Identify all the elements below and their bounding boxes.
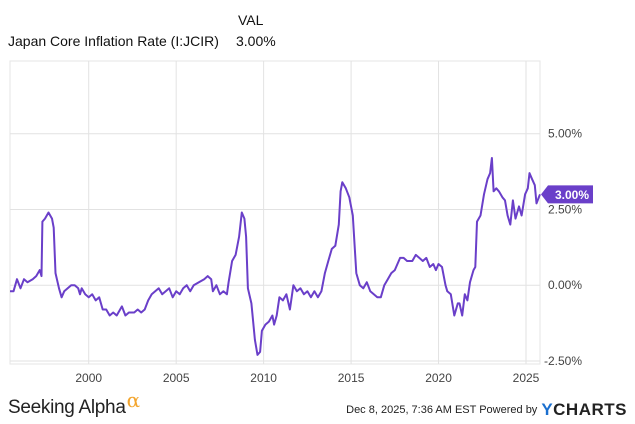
timestamp: Dec 8, 2025, 7:36 AM EST Powered by (346, 404, 538, 416)
seeking-alpha-wordmark: Seeking Alpha (8, 397, 126, 418)
series-group (10, 157, 541, 356)
legend-series-name: Japan Core Inflation Rate (I:JCIR) (8, 33, 219, 49)
grid-lines (10, 61, 540, 364)
alpha-symbol-icon: α (126, 388, 141, 412)
legend-series-value: 3.00% (236, 33, 276, 49)
x-tick-label-0: 2000 (75, 371, 102, 385)
plot-frame (9, 60, 541, 365)
ycharts-wordmark: CHARTS (553, 400, 627, 419)
footer-attribution: Dec 8, 2025, 7:36 AM EST Powered by YCHA… (346, 400, 627, 420)
x-tick-label-3: 2015 (338, 371, 365, 385)
x-tick-label-5: 2025 (513, 371, 540, 385)
x-tick-label-4: 2020 (425, 371, 452, 385)
y-tick-label-1: 2.50% (548, 202, 582, 216)
x-tick-label-2: 2010 (250, 371, 277, 385)
ycharts-y-icon: Y (541, 400, 554, 419)
last-value-badge-shape (541, 185, 593, 204)
y-tick-label-0: 5.00% (548, 127, 582, 141)
ycharts-logo: YCHARTS (541, 400, 627, 420)
seeking-alpha-logo: Seeking Alphaα (8, 388, 140, 419)
y-tick-label-2: 0.00% (548, 278, 582, 292)
x-axis-labels: 2000 2005 2010 2015 2020 2025 (75, 371, 539, 385)
last-value-badge: 3.00% (541, 185, 593, 204)
last-value-badge-label: 3.00% (555, 188, 589, 202)
series-line-0 (10, 157, 541, 356)
x-tick-label-1: 2005 (163, 371, 190, 385)
y-axis-labels: 5.00% 2.50% 0.00% -2.50% (544, 127, 582, 368)
legend-column-label: VAL (238, 12, 264, 28)
y-tick-label-3: -2.50% (544, 354, 582, 368)
